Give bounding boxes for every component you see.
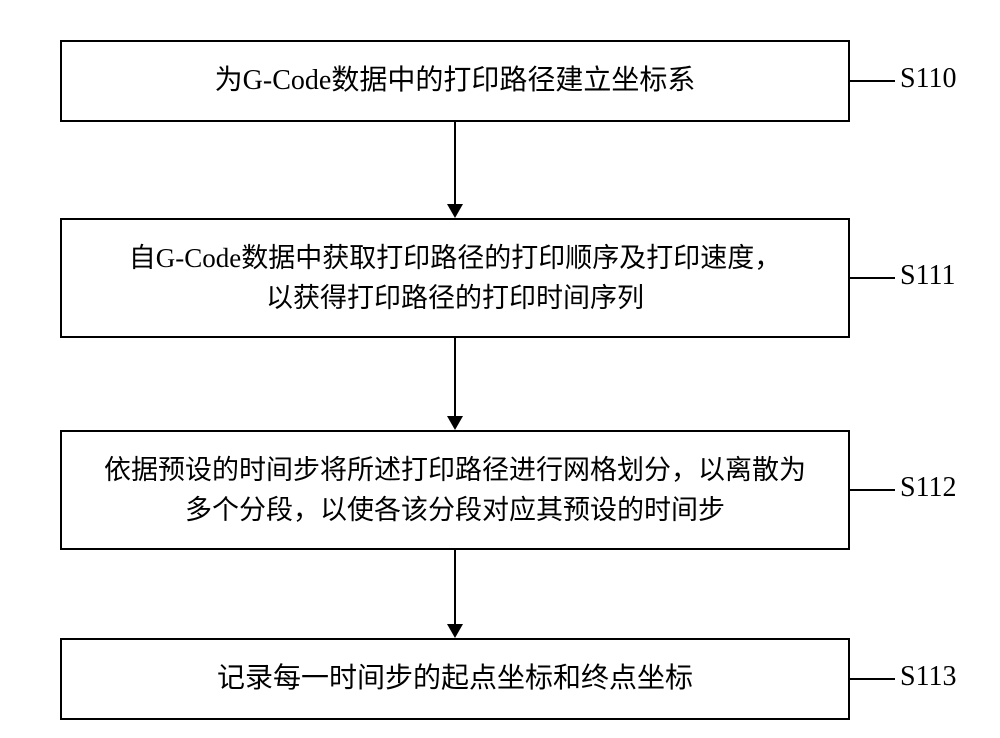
step-label-s110: S110 (900, 63, 957, 95)
connector-arrowhead (447, 624, 463, 638)
connector-arrowhead (447, 416, 463, 430)
step-box-s112: 依据预设的时间步将所述打印路径进行网格划分，以离散为 多个分段，以使各该分段对应… (60, 430, 850, 550)
label-tick-s112 (850, 489, 895, 491)
connector-arrowhead (447, 204, 463, 218)
label-tick-s110 (850, 80, 895, 82)
step-text-s111: 自G-Code数据中获取打印路径的打印顺序及打印速度， 以获得打印路径的打印时间… (129, 238, 781, 319)
label-tick-s113 (850, 678, 895, 680)
step-label-s112: S112 (900, 472, 957, 504)
step-text-s112: 依据预设的时间步将所述打印路径进行网格划分，以离散为 多个分段，以使各该分段对应… (104, 450, 806, 531)
step-text-s110: 为G-Code数据中的打印路径建立坐标系 (215, 60, 696, 102)
step-box-s110: 为G-Code数据中的打印路径建立坐标系 (60, 40, 850, 122)
step-label-s111: S111 (900, 260, 956, 292)
step-box-s111: 自G-Code数据中获取打印路径的打印顺序及打印速度， 以获得打印路径的打印时间… (60, 218, 850, 338)
step-text-s113: 记录每一时间步的起点坐标和终点坐标 (217, 658, 693, 700)
connector-line (454, 550, 456, 624)
step-box-s113: 记录每一时间步的起点坐标和终点坐标 (60, 638, 850, 720)
connector-line (454, 122, 456, 204)
connector-line (454, 338, 456, 416)
connector-s112-s113 (447, 550, 463, 638)
label-tick-s111 (850, 277, 895, 279)
step-label-s113: S113 (900, 661, 957, 693)
connector-s111-s112 (447, 338, 463, 430)
connector-s110-s111 (447, 122, 463, 218)
flowchart-canvas: 为G-Code数据中的打印路径建立坐标系 S110 自G-Code数据中获取打印… (0, 0, 1000, 738)
